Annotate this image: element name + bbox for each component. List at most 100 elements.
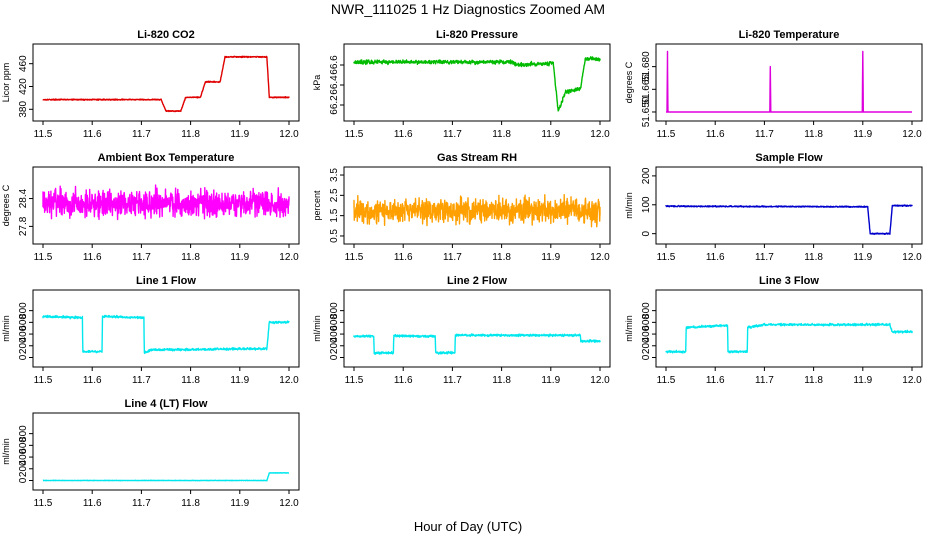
figure-title: NWR_111025 1 Hz Diagnostics Zoomed AM bbox=[331, 1, 605, 17]
x-tick-label: 11.7 bbox=[443, 129, 462, 140]
x-tick-label: 11.6 bbox=[83, 498, 102, 509]
y-tick-label: 51.665 bbox=[641, 74, 652, 105]
x-tick-label: 11.9 bbox=[541, 252, 560, 263]
panel-rh: Gas Stream RH 11.5 11.6 11.7 11.8 11.9 12.0 0.5… bbox=[312, 152, 611, 263]
y-axis-label: degrees C bbox=[1, 184, 11, 226]
y-tick-label: 600 bbox=[329, 314, 340, 331]
y-tick-label: 51.680 bbox=[641, 51, 652, 82]
panel-box-temp: Ambient Box Temperature 11.5 11.6 11.7 11.8 1… bbox=[1, 152, 300, 263]
x-tick-label: 11.9 bbox=[230, 498, 249, 509]
x-tick-label: 12.0 bbox=[279, 498, 299, 509]
plot-frame bbox=[655, 289, 923, 368]
y-tick-label: 200 bbox=[641, 167, 652, 184]
x-tick-label: 12.0 bbox=[590, 375, 610, 386]
x-tick-label: 11.5 bbox=[34, 375, 53, 386]
x-tick-label: 11.7 bbox=[755, 129, 774, 140]
y-axis-label: ml/min bbox=[624, 192, 634, 219]
x-tick-label: 11.8 bbox=[804, 375, 823, 386]
y-axis-label: ml/min bbox=[624, 315, 634, 342]
x-tick-label: 11.8 bbox=[181, 375, 200, 386]
series-line-pressure bbox=[353, 56, 601, 112]
series-line-co2 bbox=[42, 55, 290, 113]
series-line-box-temp bbox=[42, 184, 290, 221]
x-tick-label: 11.5 bbox=[657, 375, 676, 386]
series-line-line1-flow bbox=[42, 314, 290, 355]
series-line-rh bbox=[353, 193, 601, 228]
y-axis-label: percent bbox=[312, 190, 322, 221]
x-tick-label: 11.9 bbox=[853, 252, 872, 263]
x-tick-label: 11.5 bbox=[34, 129, 53, 140]
plot-frame bbox=[32, 43, 300, 122]
x-tick-label: 11.8 bbox=[804, 252, 823, 263]
x-tick-label: 11.6 bbox=[394, 252, 413, 263]
x-tick-label: 12.0 bbox=[902, 129, 922, 140]
panel-title: Ambient Box Temperature bbox=[98, 152, 235, 164]
x-tick-label: 11.6 bbox=[394, 375, 413, 386]
y-tick-label: 380 bbox=[18, 101, 29, 118]
x-tick-label: 11.9 bbox=[541, 129, 560, 140]
y-axis-label: degrees C bbox=[624, 61, 634, 103]
y-tick-label: 600 bbox=[18, 437, 29, 454]
y-tick-label: 200 bbox=[329, 337, 340, 354]
x-tick-label: 12.0 bbox=[902, 375, 922, 386]
x-tick-label: 11.5 bbox=[657, 252, 676, 263]
y-tick-label: 1.5 bbox=[329, 208, 340, 222]
x-tick-label: 11.7 bbox=[443, 252, 462, 263]
panel-title: Li-820 Temperature bbox=[739, 29, 840, 41]
x-tick-label: 12.0 bbox=[279, 129, 299, 140]
x-tick-label: 11.7 bbox=[755, 252, 774, 263]
plot-frame bbox=[343, 289, 611, 368]
y-tick-label: 27.8 bbox=[18, 216, 29, 236]
x-tick-label: 11.6 bbox=[706, 375, 725, 386]
x-tick-label: 11.7 bbox=[132, 375, 151, 386]
panel-title: Line 2 Flow bbox=[447, 275, 507, 287]
x-tick-label: 11.9 bbox=[853, 375, 872, 386]
x-tick-label: 11.7 bbox=[443, 375, 462, 386]
y-tick-label: 0 bbox=[641, 230, 652, 236]
x-tick-label: 12.0 bbox=[590, 129, 610, 140]
x-tick-label: 11.8 bbox=[492, 375, 511, 386]
series-line-line3-flow bbox=[665, 322, 913, 354]
y-axis-label: Licor ppm bbox=[1, 63, 11, 103]
plot-frame bbox=[343, 166, 611, 245]
plot-frame bbox=[32, 166, 300, 245]
x-tick-label: 11.5 bbox=[345, 252, 364, 263]
x-tick-label: 11.5 bbox=[657, 129, 676, 140]
x-tick-label: 11.6 bbox=[706, 129, 725, 140]
panel-title: Sample Flow bbox=[755, 152, 823, 164]
y-tick-label: 200 bbox=[641, 337, 652, 354]
y-tick-label: 420 bbox=[18, 78, 29, 95]
y-tick-label: 400 bbox=[18, 448, 29, 465]
y-tick-label: 66.6 bbox=[329, 55, 340, 75]
y-tick-label: 100 bbox=[641, 196, 652, 213]
x-tick-label: 11.6 bbox=[83, 129, 102, 140]
x-tick-label: 11.5 bbox=[345, 375, 364, 386]
x-tick-label: 11.8 bbox=[804, 129, 823, 140]
x-tick-label: 11.6 bbox=[706, 252, 725, 263]
y-tick-label: 28.4 bbox=[18, 188, 29, 208]
y-tick-label: 400 bbox=[18, 325, 29, 342]
series-line-sample-flow bbox=[665, 204, 913, 236]
x-tick-label: 11.7 bbox=[132, 129, 151, 140]
y-tick-label: 800 bbox=[641, 302, 652, 319]
y-tick-label: 0.5 bbox=[329, 229, 340, 243]
panels: Li-820 CO2 11.5 11.6 11.7 11.8 11.9 12.0 380 420… bbox=[1, 29, 923, 509]
panel-title: Line 1 Flow bbox=[136, 275, 196, 287]
x-tick-label: 11.8 bbox=[181, 498, 200, 509]
x-tick-label: 11.6 bbox=[394, 129, 413, 140]
panel-line3-flow: Line 3 Flow 11.5 11.6 11.7 11.8 11.9 12.0 02004… bbox=[624, 275, 923, 386]
x-tick-label: 11.8 bbox=[492, 252, 511, 263]
panel-title: Line 4 (LT) Flow bbox=[125, 398, 208, 410]
x-tick-label: 11.9 bbox=[853, 129, 872, 140]
panel-co2: Li-820 CO2 11.5 11.6 11.7 11.8 11.9 12.0 380 420… bbox=[1, 29, 300, 140]
x-tick-label: 11.9 bbox=[230, 252, 249, 263]
y-tick-label: 600 bbox=[641, 314, 652, 331]
x-tick-label: 11.8 bbox=[181, 129, 200, 140]
y-axis-label: ml/min bbox=[312, 315, 322, 342]
plot-frame bbox=[32, 289, 300, 368]
y-tick-label: 400 bbox=[329, 325, 340, 342]
x-tick-label: 11.7 bbox=[132, 498, 151, 509]
y-tick-label: 0 bbox=[18, 354, 29, 360]
x-tick-label: 12.0 bbox=[902, 252, 922, 263]
